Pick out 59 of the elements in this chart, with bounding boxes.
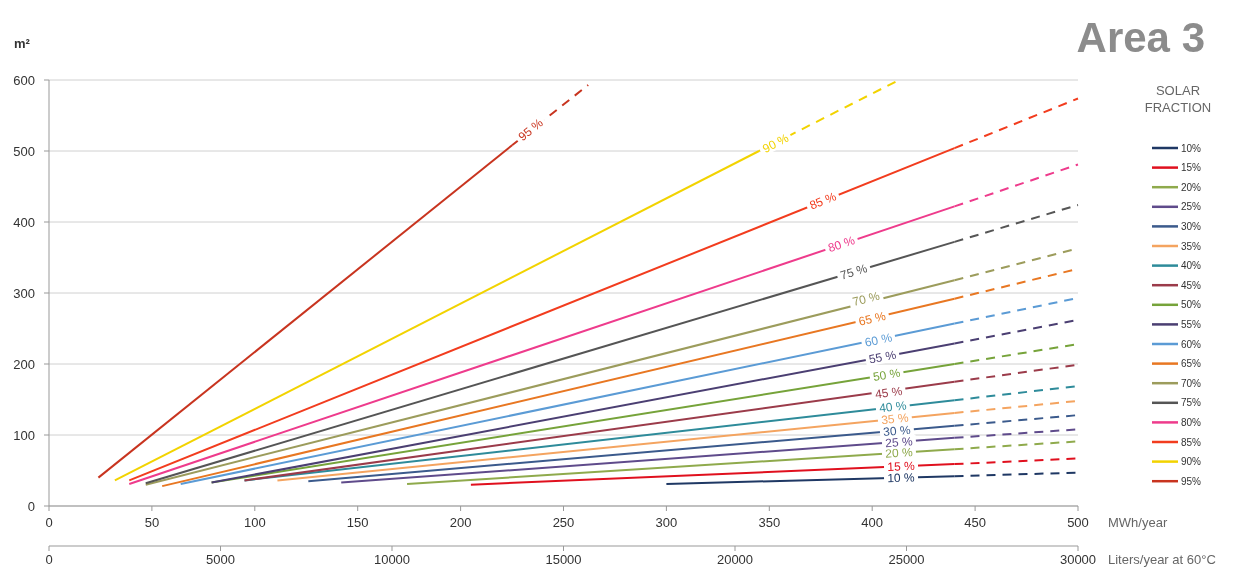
annotation: 65 %: [857, 308, 888, 329]
x2-tick-label: 0: [45, 552, 53, 567]
legend-label: 50%: [1181, 299, 1202, 311]
legend-label: 95%: [1181, 475, 1202, 487]
legend-label: 75%: [1181, 397, 1202, 409]
legend-label: 65%: [1181, 358, 1202, 370]
x-tick-label: 500: [1067, 515, 1089, 530]
annotation: 90 %: [760, 130, 792, 156]
x-tick-label: 100: [243, 515, 266, 530]
y-tick-label: 200: [13, 356, 35, 372]
legend-label: 40%: [1181, 260, 1202, 272]
legend-label: 85%: [1181, 436, 1202, 448]
legend-label: 90%: [1181, 456, 1202, 468]
legend-label: 80%: [1181, 416, 1202, 428]
annotation: 50 %: [872, 365, 902, 384]
x2-tick-label: 5000: [206, 552, 235, 567]
y-axis-title: m²: [14, 36, 31, 51]
legend-label: 30%: [1181, 220, 1202, 232]
legend-label: 10%: [1181, 142, 1202, 154]
chart-title: Area 3: [1076, 14, 1205, 61]
x-tick-label: 350: [758, 515, 781, 530]
annotation: 85 %: [807, 189, 839, 213]
legend-title: SOLAR FRACTION: [1144, 83, 1212, 115]
x-tick-label: 0: [45, 515, 53, 530]
annotation: 70 %: [851, 288, 882, 310]
annotation: 10 %: [887, 470, 916, 486]
x-tick-label: 50: [144, 515, 160, 530]
x-tick-label: 450: [964, 515, 986, 530]
y-tick-label: 600: [13, 72, 35, 88]
x2-tick-label: 15000: [545, 552, 582, 567]
y-tick-label: 400: [13, 214, 35, 230]
legend-label: 15%: [1181, 162, 1202, 174]
x2-tick-label: 25000: [888, 552, 925, 567]
legend-label: 70%: [1181, 377, 1202, 389]
annotation: 95 %: [515, 115, 546, 144]
legend-label: 35%: [1181, 240, 1202, 252]
annotation: 55 %: [867, 347, 898, 367]
annotation: 75 %: [838, 261, 870, 283]
y-tick-label: 300: [13, 285, 35, 301]
x-tick-label: 150: [346, 515, 369, 530]
legend-label: 25%: [1181, 201, 1202, 213]
y-tick-label: 500: [13, 143, 35, 159]
annotation: 60 %: [863, 330, 894, 350]
x2-axis-title: Liters/year at 60°C: [1108, 552, 1216, 567]
x2-tick-label: 10000: [373, 552, 411, 567]
x2-tick-label: 20000: [716, 552, 754, 567]
legend-label: 20%: [1181, 181, 1202, 193]
legend-label: 60%: [1181, 338, 1202, 350]
x-tick-label: 300: [655, 515, 678, 530]
x-tick-label: 250: [552, 515, 575, 530]
x-tick-label: 200: [449, 515, 472, 530]
legend-label: 45%: [1181, 279, 1202, 291]
x2-tick-label: 30000: [1059, 552, 1097, 567]
y-tick-label: 100: [13, 427, 35, 443]
x-tick-label: 400: [861, 515, 884, 530]
x-axis-title: MWh/year: [1108, 515, 1168, 530]
y-tick-label: 0: [27, 498, 35, 514]
annotation: 80 %: [826, 233, 857, 256]
legend-label: 55%: [1181, 318, 1202, 330]
